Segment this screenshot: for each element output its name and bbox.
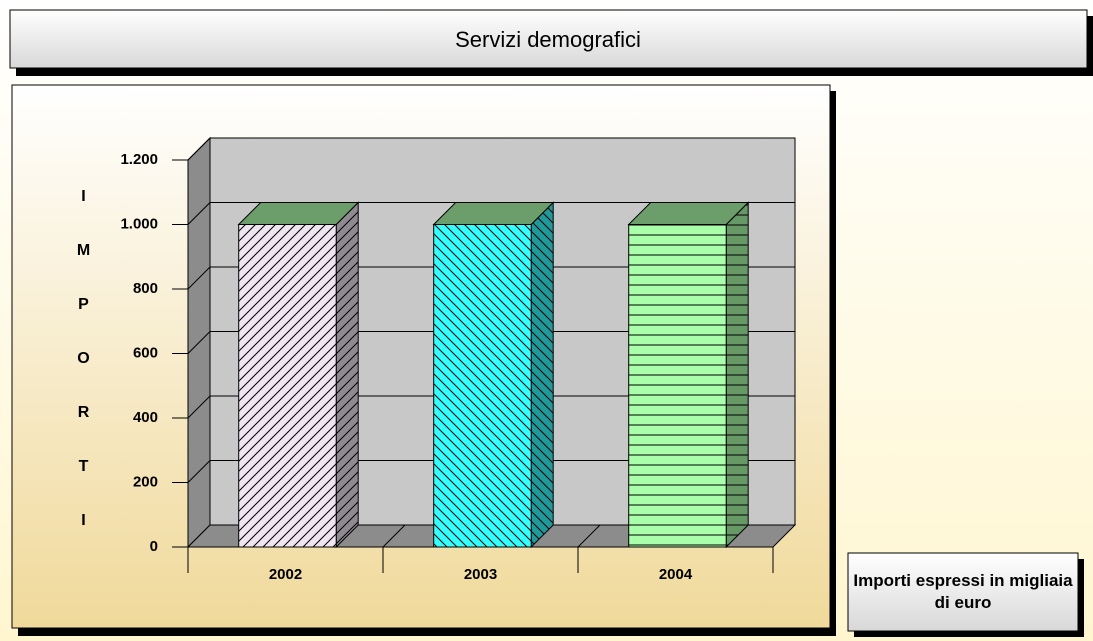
bar-side	[530, 201, 554, 549]
y-tick-label: 600	[133, 344, 158, 361]
grid-line	[187, 266, 211, 290]
y-tick-label: 1.200	[120, 151, 158, 168]
floor-divider	[577, 524, 601, 548]
bar-side	[725, 201, 749, 549]
y-axis-label: IMPORTI	[75, 188, 92, 566]
note: Importi espressi in migliaia di euro	[853, 571, 1073, 612]
grid-line	[187, 137, 211, 161]
x-tick-label: 2004	[659, 566, 693, 583]
bar	[433, 224, 532, 548]
x-tick-label: 2003	[464, 566, 497, 583]
grid-line	[187, 460, 211, 483]
bar	[628, 224, 727, 548]
y-tick-label: 1.000	[120, 215, 158, 232]
title-box	[9, 9, 1088, 69]
grid-line	[187, 202, 211, 225]
x-tick-label: 2002	[269, 566, 302, 583]
y-tick-label: 0	[150, 538, 158, 555]
floor-divider	[382, 524, 406, 548]
grid-line	[187, 331, 211, 354]
bar	[238, 224, 337, 548]
y-tick-label: 400	[133, 409, 158, 426]
bar-side	[335, 201, 359, 549]
note-box	[847, 552, 1079, 632]
grid-line	[187, 395, 211, 419]
chart-title: Servizi demografici	[455, 27, 641, 52]
y-tick-label: 200	[133, 473, 158, 490]
y-tick-label: 800	[133, 280, 158, 297]
